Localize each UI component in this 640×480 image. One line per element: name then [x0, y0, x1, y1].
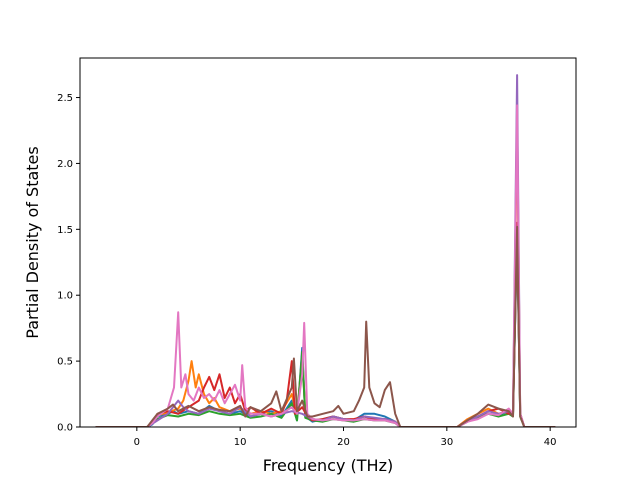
series-line-2 — [95, 120, 556, 427]
x-tick-label: 30 — [440, 437, 453, 448]
x-tick-label: 20 — [337, 437, 350, 448]
plot-frame — [79, 57, 577, 428]
y-tick-label: 2.5 — [57, 93, 73, 104]
y-tick-label: 0.5 — [57, 357, 73, 368]
x-axis-label: Frequency (THz) — [263, 456, 393, 475]
series-line-5 — [95, 74, 556, 427]
x-tick-label: 40 — [544, 437, 557, 448]
y-axis: 0.0 0.5 1.0 1.5 2.0 2.5 — [57, 93, 80, 434]
series-line-4 — [95, 221, 556, 427]
series-line-6 — [95, 104, 556, 427]
y-tick-label: 0.0 — [57, 423, 73, 434]
series-line-7 — [95, 225, 556, 427]
y-tick-label: 1.0 — [57, 291, 73, 302]
y-axis-label: Partial Density of States — [23, 146, 42, 338]
series-line-1 — [95, 234, 556, 427]
y-tick-label: 2.0 — [57, 159, 73, 170]
x-tick-label: 10 — [234, 437, 247, 448]
x-axis: 0 10 20 30 40 — [134, 427, 557, 448]
y-tick-label: 1.5 — [57, 225, 73, 236]
series-line-3 — [95, 228, 556, 427]
x-tick-label: 0 — [134, 437, 140, 448]
plot-lines — [95, 74, 556, 427]
